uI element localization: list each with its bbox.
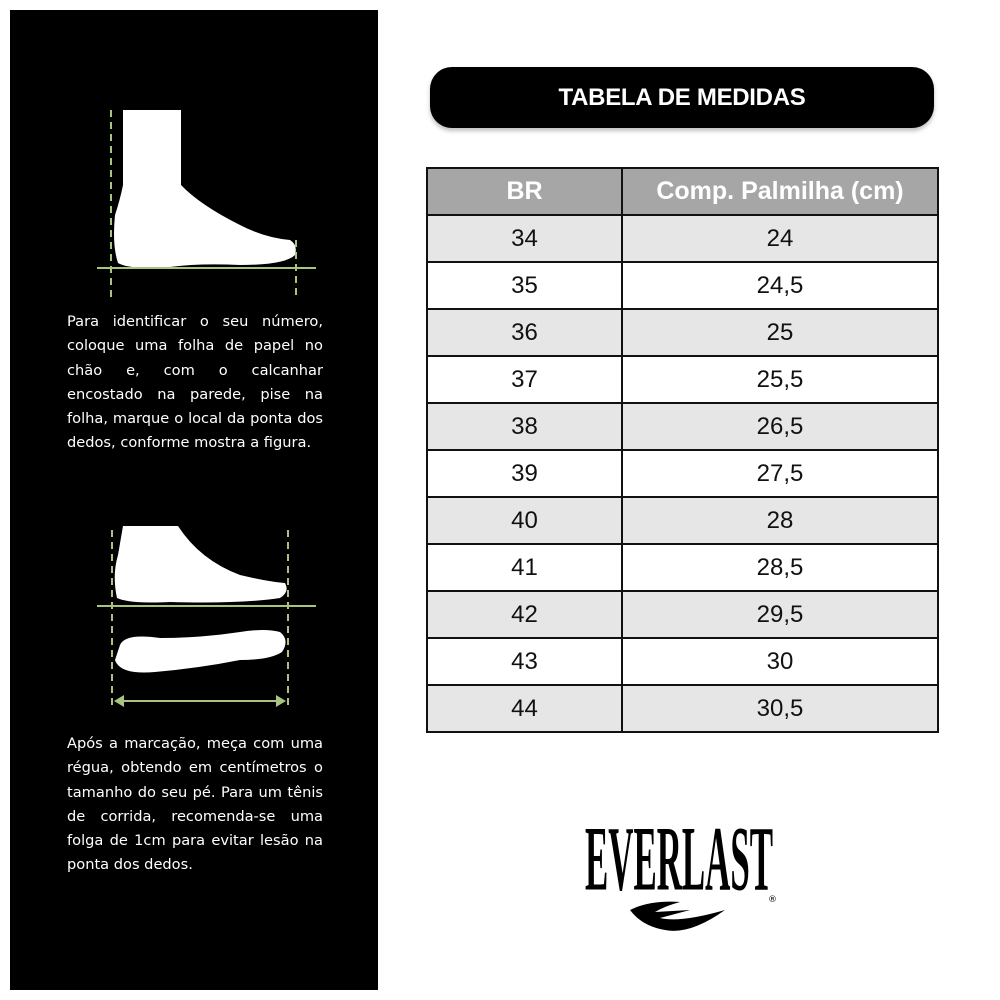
cell-br-size: 37	[426, 355, 623, 404]
table-row: 44 30,5	[426, 684, 939, 733]
cell-br-size: 36	[426, 308, 623, 357]
cell-insole-length: 28	[621, 496, 939, 545]
header-br: BR	[426, 167, 623, 216]
cell-br-size: 40	[426, 496, 623, 545]
cell-insole-length: 27,5	[621, 449, 939, 498]
table-row: 43 30	[426, 637, 939, 686]
svg-text:®: ®	[768, 895, 777, 905]
table-row: 42 29,5	[426, 590, 939, 639]
cell-br-size: 34	[426, 214, 623, 263]
foot-measure-illustration	[97, 526, 316, 707]
table-row: 36 25	[426, 308, 939, 357]
cell-insole-length: 25	[621, 308, 939, 357]
table-row: 40 28	[426, 496, 939, 545]
page-title: TABELA DE MEDIDAS	[430, 67, 934, 128]
instructions-panel	[10, 10, 378, 990]
cell-br-size: 43	[426, 637, 623, 686]
cell-br-size: 44	[426, 684, 623, 733]
table-row: 39 27,5	[426, 449, 939, 498]
cell-br-size: 39	[426, 449, 623, 498]
cell-br-size: 38	[426, 402, 623, 451]
table-header-row: BR Comp. Palmilha (cm)	[426, 167, 939, 216]
header-insole-length: Comp. Palmilha (cm)	[621, 167, 939, 216]
instruction-step-2: Após a marcação, meça com uma régua, obt…	[67, 735, 323, 874]
everlast-logo: EVERLAST ®	[585, 807, 777, 931]
cell-insole-length: 29,5	[621, 590, 939, 639]
table-row: 41 28,5	[426, 543, 939, 592]
cell-insole-length: 25,5	[621, 355, 939, 404]
instruction-step-1: Para identificar o seu número, coloque u…	[67, 313, 323, 452]
foot-side-illustration	[97, 110, 316, 300]
cell-insole-length: 28,5	[621, 543, 939, 592]
table-row: 38 26,5	[426, 402, 939, 451]
size-table: BR Comp. Palmilha (cm) 34 24 35 24,5 36 25 37 2…	[426, 167, 939, 733]
cell-insole-length: 26,5	[621, 402, 939, 451]
table-row: 35 24,5	[426, 261, 939, 310]
cell-insole-length: 30	[621, 637, 939, 686]
svg-text:EVERLAST: EVERLAST	[585, 807, 773, 909]
cell-insole-length: 30,5	[621, 684, 939, 733]
cell-br-size: 41	[426, 543, 623, 592]
cell-br-size: 42	[426, 590, 623, 639]
cell-insole-length: 24	[621, 214, 939, 263]
table-row: 37 25,5	[426, 355, 939, 404]
table-row: 34 24	[426, 214, 939, 263]
cell-insole-length: 24,5	[621, 261, 939, 310]
cell-br-size: 35	[426, 261, 623, 310]
